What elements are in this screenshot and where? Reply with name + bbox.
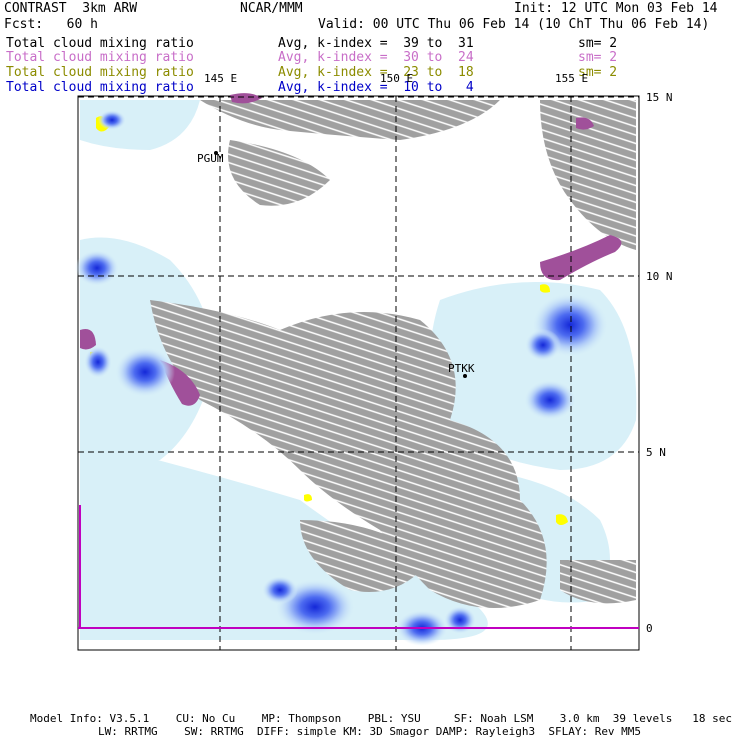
lat-label-15n: 15 N	[646, 91, 673, 104]
station-label-ptkk: PTKK	[448, 362, 475, 375]
lon-label-150: 150 E	[380, 72, 414, 85]
init-time: Init: 12 UTC Mon 03 Feb 14	[514, 1, 718, 16]
lon-label-145: 145 E	[204, 72, 238, 85]
station-label-pgum: PGUM	[197, 152, 224, 165]
org-title: NCAR/MMM	[240, 1, 303, 16]
lat-label-0: 0	[646, 622, 653, 635]
field-avg-1: Avg, k-index = 39 to 31	[278, 36, 474, 51]
field-sm-2: sm= 2	[578, 50, 618, 65]
field-sm-3: sm= 2	[578, 65, 618, 80]
station-markers	[214, 151, 467, 378]
gray-clouds	[150, 100, 636, 608]
field-avg-3: Avg, k-index = 23 to 18	[278, 65, 474, 80]
lon-label-155: 155 E	[555, 72, 589, 85]
field-name-2: Total cloud mixing ratio	[6, 50, 194, 65]
field-avg-2: Avg, k-index = 30 to 24	[278, 50, 474, 65]
footer-model-info: Model Info: V3.5.1 CU: No Cu MP: Thompso…	[30, 712, 732, 725]
lat-lon-grid	[78, 96, 639, 650]
valid-time: Valid: 00 UTC Thu 06 Feb 14 (10 ChT Thu …	[318, 17, 710, 32]
lat-label-5n: 5 N	[646, 446, 666, 459]
footer-physics-info: LW: RRTMG SW: RRTMG DIFF: simple KM: 3D …	[98, 725, 642, 738]
forecast-hour: Fcst: 60 h	[4, 17, 98, 32]
lat-label-10n: 10 N	[646, 270, 673, 283]
model-title: CONTRAST 3km ARW	[4, 1, 138, 16]
field-name-4: Total cloud mixing ratio	[6, 80, 194, 95]
field-sm-1: sm= 2	[578, 36, 618, 51]
field-name-1: Total cloud mixing ratio	[6, 36, 194, 51]
field-avg-4: Avg, k-index = 10 to 4	[278, 80, 474, 95]
field-name-3: Total cloud mixing ratio	[6, 65, 194, 80]
